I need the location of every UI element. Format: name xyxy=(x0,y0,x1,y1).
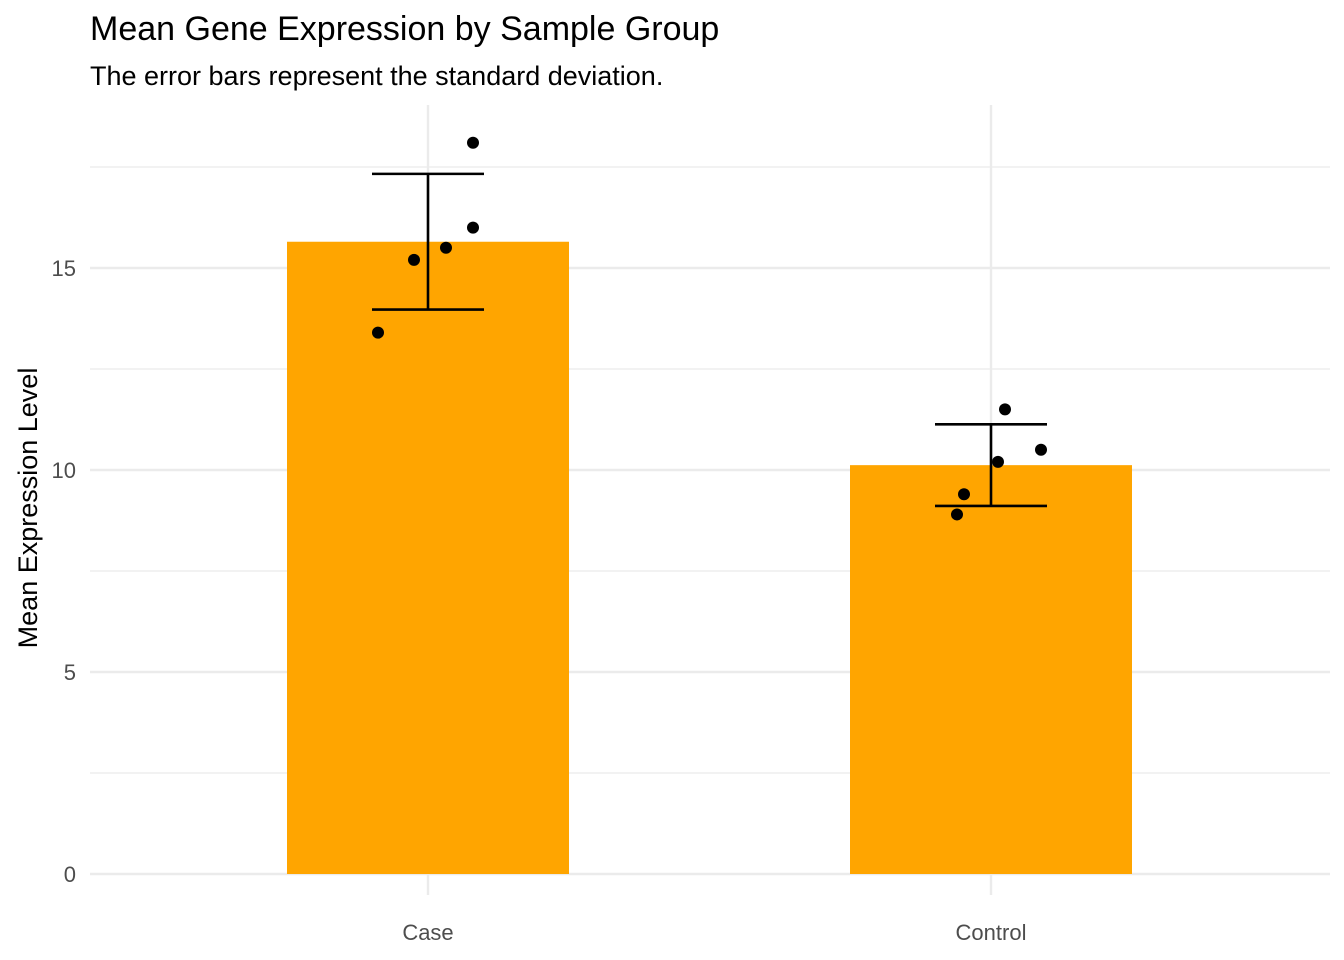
data-point xyxy=(951,508,963,521)
chart-title: Mean Gene Expression by Sample Group xyxy=(90,10,719,48)
bar-case xyxy=(287,241,569,875)
chart-subtitle: The error bars represent the standard de… xyxy=(90,61,663,91)
y-axis-ticks: 0 5 10 15 xyxy=(52,256,76,887)
grid-lines xyxy=(90,105,1330,895)
data-point xyxy=(999,403,1011,416)
y-tick-label: 5 xyxy=(64,660,76,685)
data-point xyxy=(958,488,970,501)
data-points xyxy=(372,136,1047,521)
data-point xyxy=(372,326,384,339)
y-tick-label: 10 xyxy=(52,458,76,483)
x-tick-label: Case xyxy=(402,920,453,945)
bars xyxy=(287,241,1132,875)
data-point xyxy=(467,136,479,149)
y-axis-title: Mean Expression Level xyxy=(13,368,43,649)
x-tick-label: Control xyxy=(956,920,1027,945)
data-point xyxy=(440,241,452,254)
data-point xyxy=(408,253,420,266)
bar-control xyxy=(850,465,1132,874)
y-tick-label: 0 xyxy=(64,862,76,887)
data-point xyxy=(467,221,479,234)
data-point xyxy=(992,455,1004,468)
x-axis-ticks: Case Control xyxy=(402,920,1026,945)
y-tick-label: 15 xyxy=(52,256,76,281)
data-point xyxy=(1035,443,1047,456)
error-bars xyxy=(372,172,1047,508)
